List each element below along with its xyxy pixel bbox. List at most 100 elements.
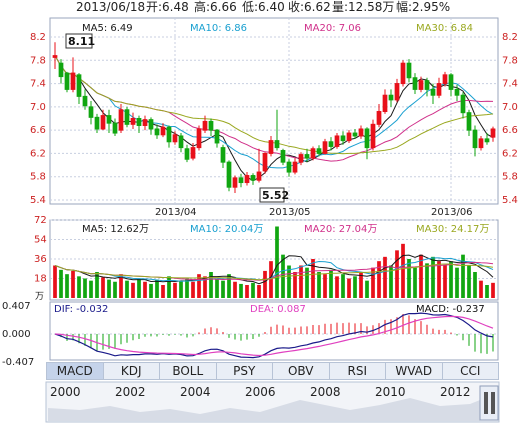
candle <box>220 144 226 168</box>
month-label: 2013/04 <box>155 207 197 218</box>
candle-body <box>448 74 454 90</box>
candle-body <box>64 72 70 90</box>
volume-bar <box>137 278 141 298</box>
candle <box>442 71 448 87</box>
volume-bar <box>161 285 165 298</box>
candle-body <box>352 132 358 137</box>
volume-bar <box>119 274 123 298</box>
candle <box>130 112 136 129</box>
candle <box>490 126 496 142</box>
candle-body <box>364 128 370 149</box>
candle <box>292 158 298 175</box>
candle <box>298 152 304 166</box>
candle-body <box>142 119 148 126</box>
candle-body <box>250 175 256 181</box>
candle <box>166 125 172 148</box>
volume-bar <box>293 272 297 298</box>
volume-bar <box>53 265 57 298</box>
candle-body <box>172 134 178 143</box>
candle-body <box>238 177 244 184</box>
candle <box>256 148 262 183</box>
candle <box>58 59 64 84</box>
candle-body <box>376 111 382 125</box>
candle-body <box>442 74 448 85</box>
candle-body <box>214 129 220 144</box>
tab-wvad[interactable]: WVAD <box>386 363 443 379</box>
candle-body <box>262 152 268 172</box>
candle-body <box>190 147 196 159</box>
timeline-year: 2000 <box>50 385 81 399</box>
quote-change: 幅:2.95% <box>396 0 450 14</box>
candle <box>190 142 196 161</box>
candle-body <box>244 175 250 184</box>
candle <box>250 173 256 185</box>
tab-macd[interactable]: MACD <box>47 363 104 379</box>
candle <box>280 148 286 166</box>
candle <box>232 175 238 194</box>
volume-bar <box>173 282 177 298</box>
candle <box>100 109 106 131</box>
volume-bar <box>473 272 477 298</box>
timeline-year: 2004 <box>180 385 211 399</box>
price-tick-left: 7.8 <box>30 55 46 66</box>
tab-kdj[interactable]: KDJ <box>104 363 160 379</box>
timeline-year: 2002 <box>115 385 146 399</box>
timeline-left-grip[interactable] <box>484 392 488 414</box>
volume-bar <box>65 274 69 298</box>
candle-body <box>490 128 496 138</box>
tab-psy[interactable]: PSY <box>217 363 273 379</box>
volume-bar <box>143 281 147 298</box>
vol-ma5-line <box>54 254 494 285</box>
candle <box>238 173 244 188</box>
tab-cci[interactable]: CCI <box>460 364 481 378</box>
candle <box>436 77 442 99</box>
candle <box>364 127 370 160</box>
candle-body <box>322 141 328 154</box>
candle <box>88 101 94 125</box>
volume-bar <box>227 274 231 298</box>
quote-open: 开:6.48 <box>146 0 189 14</box>
candle <box>334 133 340 149</box>
tab-boll[interactable]: BOLL <box>160 363 217 379</box>
candle <box>178 133 184 153</box>
price-tick-left: 6.2 <box>30 148 46 159</box>
candle <box>148 117 154 135</box>
candle <box>76 73 82 104</box>
tab-rsi[interactable]: RSI <box>330 363 386 379</box>
volume-bar <box>71 270 75 298</box>
candle-body <box>130 118 136 125</box>
month-labels: 2013/04 2013/05 2013/06 <box>155 207 473 218</box>
volume-bar <box>125 280 129 298</box>
timeline-range-handle[interactable] <box>479 385 499 421</box>
volume-bar <box>245 285 249 298</box>
price-axis-left: 8.2 7.8 7.4 7.0 6.6 6.2 5.8 5.4 <box>30 32 46 206</box>
volume-bar <box>215 278 219 298</box>
volume-bar <box>305 267 309 298</box>
volume-bar <box>191 281 195 298</box>
high-annotation-label: 8.11 <box>68 35 95 48</box>
volume-unit: 万 <box>35 292 44 302</box>
candle <box>172 131 178 145</box>
indicator-tabs: MACD KDJ BOLL PSY OBV RSI WVAD CCI <box>46 362 499 380</box>
candle-body <box>256 171 262 181</box>
macd-tick: 0.407 <box>2 301 31 312</box>
candle-body <box>220 147 226 163</box>
candle-body <box>136 118 142 126</box>
volume-ma-lines <box>54 254 494 285</box>
volume-bar <box>107 279 111 298</box>
volume-bar <box>311 259 315 298</box>
volume-bar <box>77 276 81 298</box>
macd-legend-dif: DIF: -0.032 <box>54 304 108 315</box>
candle-body <box>196 128 202 149</box>
candle <box>118 103 124 134</box>
volume-bar <box>263 270 267 298</box>
candle-body <box>160 126 166 136</box>
macd-legend: DIF: -0.032 DEA: 0.087 MACD: -0.237 <box>54 304 485 315</box>
ma-legend: MA5: 6.49 MA10: 6.86 MA20: 7.06 MA30: 6.… <box>82 23 473 34</box>
candle <box>136 115 142 134</box>
tab-obv[interactable]: OBV <box>273 363 330 379</box>
timeline-right-grip[interactable] <box>491 392 495 414</box>
volume-bar <box>269 261 273 298</box>
legend-ma10: MA10: 6.86 <box>190 23 247 34</box>
volume-tick: 54 <box>34 235 47 246</box>
